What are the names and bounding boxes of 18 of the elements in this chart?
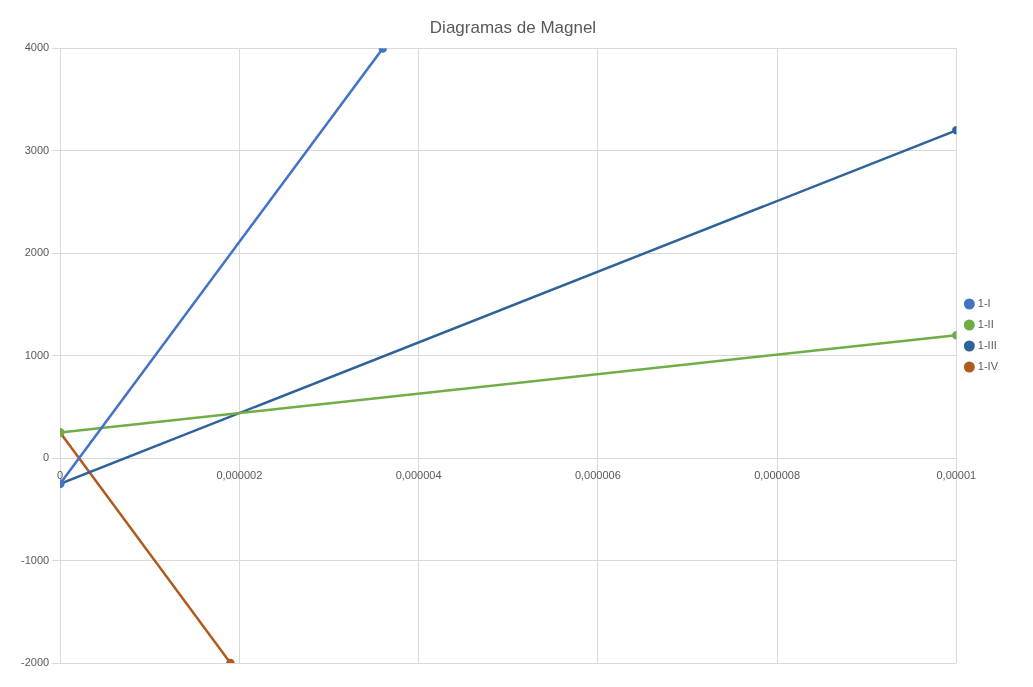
x-tick-label: 0,00001 [936, 468, 977, 481]
y-tick-label: 3000 [24, 143, 50, 156]
x-tick-label: 0,000006 [574, 468, 621, 481]
y-tick-label: 2000 [24, 246, 50, 259]
x-tick-label: 0,000004 [395, 468, 442, 481]
y-tick-label: -1000 [20, 553, 50, 566]
x-tick-label: 0,000008 [754, 468, 801, 481]
y-tick-label: 1000 [24, 348, 50, 361]
y-tick-label: 0 [43, 451, 50, 464]
chart-title: Diagramas de Magnel [429, 17, 597, 37]
y-tick-label: -2000 [20, 656, 50, 669]
x-tick-label: 0 [57, 468, 64, 481]
legend-label: 1-II [977, 318, 994, 331]
x-tick-label: 0,000002 [216, 468, 263, 481]
legend-label: 1-III [977, 339, 997, 352]
legend-label: 1-IV [977, 360, 999, 373]
legend-label: 1-I [977, 297, 991, 310]
y-tick-label: 4000 [24, 41, 50, 54]
